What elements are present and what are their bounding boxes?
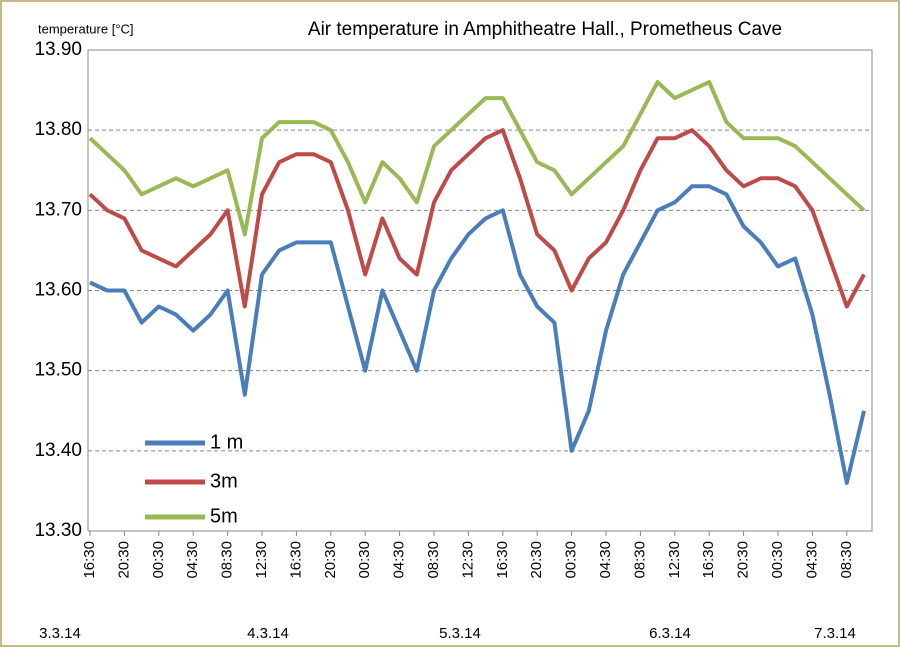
- date-label: 6.3.14: [649, 625, 691, 642]
- x-tick-label: 00:30: [563, 541, 580, 579]
- y-tick-label: 13.70: [34, 199, 82, 220]
- x-tick-label: 00:30: [769, 541, 786, 579]
- x-tick-label: 08:30: [219, 541, 236, 579]
- date-label: 4.3.14: [247, 625, 289, 642]
- x-tick-label: 12:30: [253, 541, 270, 579]
- chart-title: Air temperature in Amphitheatre Hall., P…: [308, 19, 782, 40]
- x-tick-label: 08:30: [425, 541, 442, 579]
- x-tick-label: 16:30: [287, 541, 304, 579]
- x-tick-label: 04:30: [184, 541, 201, 579]
- x-tick-label: 16:30: [494, 541, 511, 579]
- x-tick-label: 04:30: [803, 541, 820, 579]
- series-line: [89, 184, 866, 485]
- x-tick-label: 20:30: [322, 541, 339, 579]
- legend-label: 1 m: [210, 431, 243, 453]
- legend-label: 5m: [210, 505, 238, 527]
- x-tick-label: 08:30: [838, 541, 855, 579]
- x-tick-label: 20:30: [528, 541, 545, 579]
- legend-label: 3m: [210, 470, 238, 492]
- x-tick-label: 16:30: [700, 541, 717, 579]
- y-tick-label: 13.90: [34, 39, 82, 60]
- date-label: 5.3.14: [439, 625, 481, 642]
- x-tick-label: 00:30: [356, 541, 373, 579]
- y-tick-label: 13.60: [34, 280, 82, 301]
- x-tick-label: 16:30: [81, 541, 98, 579]
- y-tick-label: 13.80: [34, 119, 82, 140]
- y-tick-label: 13.30: [34, 520, 82, 541]
- series-line: [88, 128, 866, 309]
- x-tick-label: 04:30: [597, 541, 614, 579]
- date-label: 7.3.14: [814, 625, 856, 642]
- series-line: [88, 80, 866, 237]
- x-tick-label: 08:30: [631, 541, 648, 579]
- y-tick-label: 13.50: [34, 360, 82, 381]
- x-tick-label: 12:30: [459, 541, 476, 579]
- y-tick-label: 13.40: [34, 440, 82, 461]
- x-tick-label: 04:30: [391, 541, 408, 579]
- x-tick-label: 12:30: [666, 541, 683, 579]
- x-tick-label: 20:30: [115, 541, 132, 579]
- x-tick-label: 00:30: [150, 541, 167, 579]
- y-axis-label: temperature [°C]: [38, 21, 134, 36]
- x-tick-label: 20:30: [735, 541, 752, 579]
- date-label: 3.3.14: [39, 625, 81, 642]
